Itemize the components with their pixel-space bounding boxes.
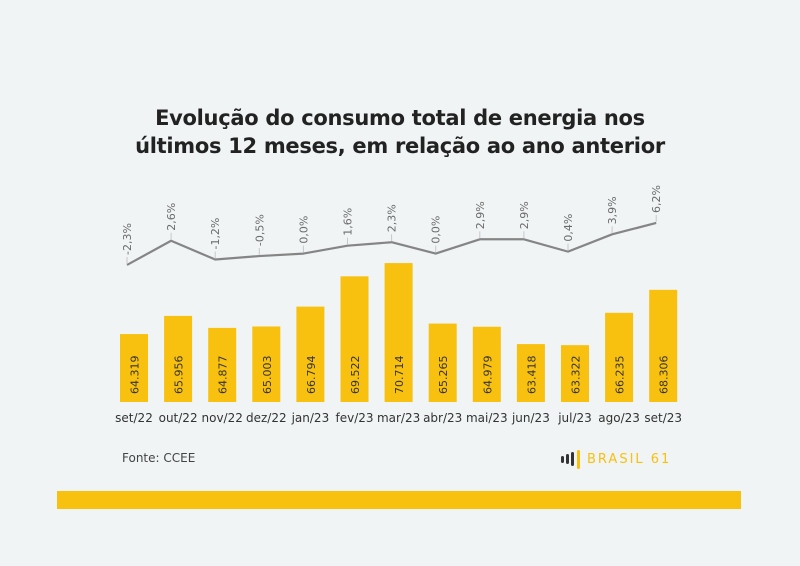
chart-title: Evolução do consumo total de energia nos… xyxy=(0,104,800,160)
x-tick-label: jan/23 xyxy=(291,411,330,425)
line-path xyxy=(126,221,657,266)
x-tick-label: dez/22 xyxy=(246,411,287,425)
line-point-label: 1,6% xyxy=(342,208,355,236)
x-tick-label: jun/23 xyxy=(511,411,550,425)
line-point-label: -0,5% xyxy=(253,214,266,246)
line-point-label: 6,2% xyxy=(650,185,663,213)
line-point-label: 0,0% xyxy=(297,216,310,244)
bar xyxy=(561,345,589,402)
logo-bar-accent xyxy=(577,449,580,469)
bar-value-label: 64.979 xyxy=(481,356,494,395)
line-point-label: 0,0% xyxy=(430,216,443,244)
signal-bars-icon xyxy=(561,449,580,469)
x-tick-label: set/22 xyxy=(115,411,153,425)
x-tick-label: jul/23 xyxy=(557,411,592,425)
bar xyxy=(208,327,237,402)
brand-logo: BRASIL 61 xyxy=(561,449,671,469)
x-tick-label: mar/23 xyxy=(377,411,420,425)
bar xyxy=(164,315,193,402)
line-point-label: 2,9% xyxy=(474,201,487,229)
bar-value-label: 63.418 xyxy=(525,356,538,395)
line-point-label: -1,2% xyxy=(209,218,222,250)
bar xyxy=(120,334,148,402)
bar xyxy=(428,323,457,402)
line-series: -2,3% 2,6% -1,2% -0,5% 0,0% 1,6% 2,3% 0,0% 2,9% 2… xyxy=(121,185,663,266)
logo-text: BRASIL 61 xyxy=(587,451,672,467)
footer-band xyxy=(57,491,741,509)
bar xyxy=(649,289,678,402)
x-tick-label: fev/23 xyxy=(335,411,373,425)
x-tick-label: abr/23 xyxy=(423,411,462,425)
bar-value-label: 64.319 xyxy=(129,356,142,395)
bar-value-label: 68.306 xyxy=(658,356,671,395)
bar-value-label: 66.794 xyxy=(305,356,318,395)
line-point-label: -2,3% xyxy=(121,223,134,255)
bar-value-label: 66.235 xyxy=(614,356,627,395)
x-tick-label: set/23 xyxy=(644,411,682,425)
bar-value-label: 65.956 xyxy=(173,356,186,395)
bar-value-label: 65.265 xyxy=(437,356,450,395)
logo-bar xyxy=(571,452,574,466)
line-point-label: 0,4% xyxy=(562,214,575,242)
bar xyxy=(296,306,325,402)
bar xyxy=(384,263,413,402)
bar-value-label: 65.003 xyxy=(261,356,274,395)
bar-value-label: 63.322 xyxy=(570,356,583,395)
bar xyxy=(252,326,281,402)
bar-value-label: 64.877 xyxy=(217,356,230,395)
source-note: Fonte: CCEE xyxy=(122,451,196,465)
chart-title-line-2: últimos 12 meses, em relação ao ano ante… xyxy=(135,134,665,158)
bar xyxy=(472,326,501,402)
x-tick-label: out/22 xyxy=(159,411,198,425)
x-tick-label: ago/23 xyxy=(598,411,640,425)
line-point-label: 2,9% xyxy=(518,201,531,229)
x-tick-label: mai/23 xyxy=(466,411,508,425)
x-tick-label: nov/22 xyxy=(202,411,243,425)
line-point-label: 2,3% xyxy=(386,204,399,232)
bar-value-label: 70.714 xyxy=(393,356,406,395)
chart-title-line-1: Evolução do consumo total de energia nos xyxy=(155,106,645,130)
bar-value-label: 69.522 xyxy=(349,356,362,395)
bar-series: 64.319 65.956 64.877 65.003 66.794 69.522 70.7… xyxy=(120,263,678,402)
bar xyxy=(340,276,369,402)
bar xyxy=(516,344,545,402)
logo-bar xyxy=(561,455,564,463)
line-point-label: 3,9% xyxy=(606,196,619,224)
bar xyxy=(605,312,634,402)
x-axis-labels: set/22 out/22 nov/22 dez/22 jan/23 fev/23 mar/… xyxy=(115,411,682,425)
logo-bar xyxy=(566,454,569,464)
line-point-label: 2,6% xyxy=(165,203,178,231)
